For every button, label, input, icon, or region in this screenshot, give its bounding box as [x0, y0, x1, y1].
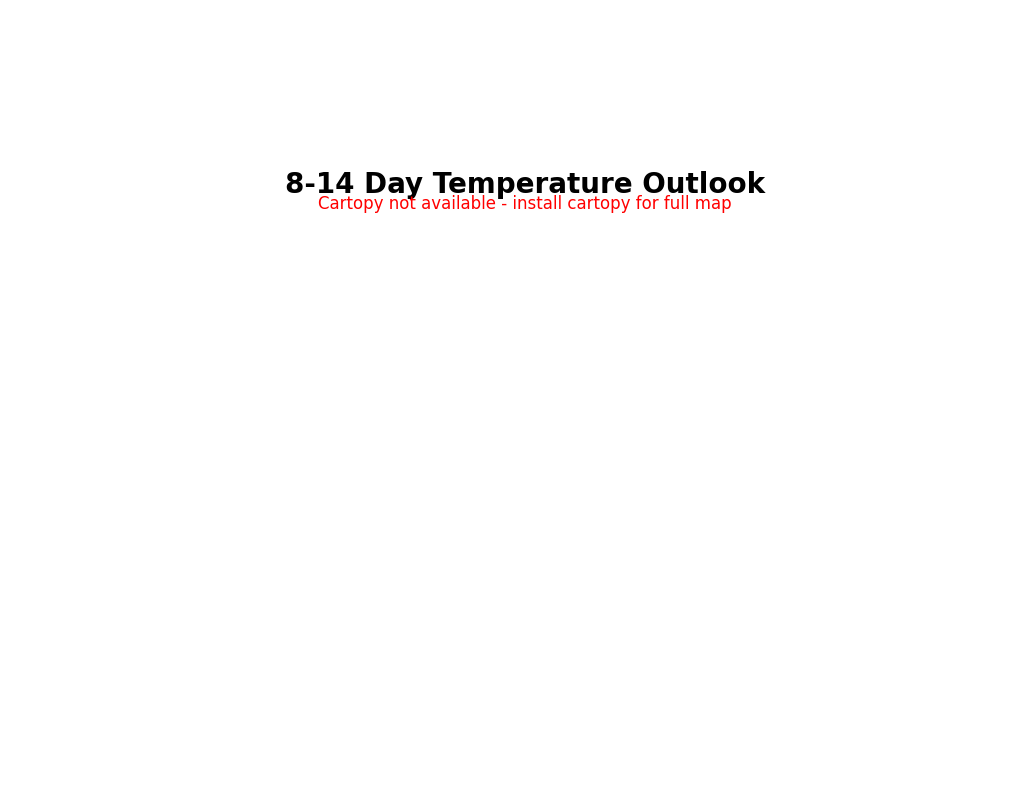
Text: 8-14 Day Temperature Outlook: 8-14 Day Temperature Outlook	[285, 171, 765, 199]
Text: Cartopy not available - install cartopy for full map: Cartopy not available - install cartopy …	[318, 195, 731, 213]
